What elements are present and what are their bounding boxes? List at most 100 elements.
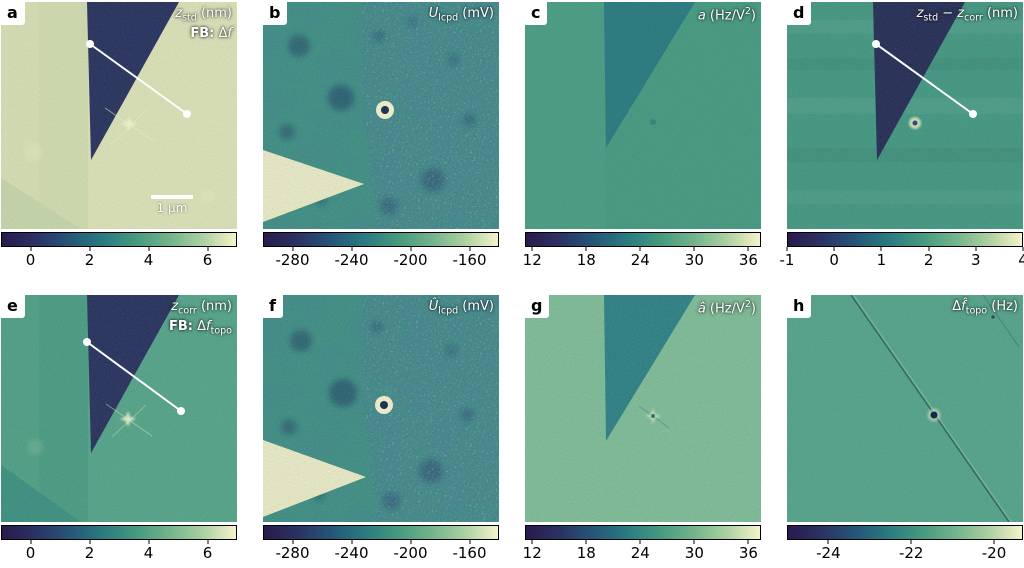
- colorbar-tick-mark: [910, 540, 912, 544]
- colorbar: [787, 232, 1023, 247]
- colorbar-tick-label: 0: [25, 251, 36, 269]
- colorbar-tick-mark: [693, 540, 695, 544]
- colorbar-tick-mark: [292, 247, 293, 251]
- colorbar-gradient: [264, 233, 498, 246]
- colorbar-tick-label: -160: [452, 544, 487, 562]
- panel-h-image: h Δf̂topo (Hz): [787, 295, 1023, 522]
- colorbar-tick-mark: [148, 540, 149, 544]
- colorbar-ticks: -24 -22 -20: [787, 540, 1023, 564]
- colorbar: [525, 232, 761, 247]
- colorbar-tick-mark: [410, 540, 411, 544]
- colorbar-gradient: [788, 233, 1022, 246]
- colorbar-gradient: [526, 233, 760, 246]
- colorbar-tick-mark: [89, 540, 90, 544]
- colorbar-tick-label: 12: [522, 251, 542, 269]
- profile-endpoint: [177, 407, 185, 415]
- panel-letter: h: [787, 295, 812, 318]
- panel-c-image: c a (Hz/V2): [525, 2, 761, 229]
- colorbar-tick-label: 4: [143, 251, 154, 269]
- colorbar-tick-label: -22: [898, 544, 924, 562]
- colorbar-tick-mark: [786, 247, 788, 251]
- colorbar-tick-label: 1: [876, 251, 887, 269]
- colorbar-tick-mark: [693, 247, 695, 251]
- colorbar-tick-label: 18: [576, 251, 596, 269]
- panel-d: d zstd − zcorr (nm) -1 0 1 2 3 4: [780, 2, 1024, 271]
- colorbar-tick-label: -200: [393, 544, 428, 562]
- colorbar-tick-mark: [469, 247, 470, 251]
- colorbar-gradient: [2, 233, 236, 246]
- colorbar-ticks: -280 -240 -200 -160: [263, 540, 499, 564]
- colorbar-tick-mark: [975, 247, 977, 251]
- colorbar: [1, 232, 237, 247]
- difference-image: [787, 2, 1023, 229]
- colorbar-tick-label: -20: [981, 544, 1007, 562]
- colorbar-tick-mark: [30, 247, 31, 251]
- colorbar-tick-label: 0: [829, 251, 839, 269]
- curvature-image: [525, 2, 761, 229]
- colorbar-tick-mark: [148, 247, 149, 251]
- colorbar: [787, 525, 1023, 540]
- panel-letter: a: [1, 2, 25, 25]
- colorbar-ticks: 12 18 24 30 36: [522, 540, 761, 564]
- colorbar: [1, 525, 237, 540]
- panel-b-image: b Ulcpd (mV): [263, 2, 499, 229]
- colorbar-tick-mark: [993, 540, 995, 544]
- panel-title-line2: FB: Δftopo: [169, 319, 232, 337]
- colorbar-tick-label: -280: [275, 251, 310, 269]
- profile-endpoint: [872, 40, 880, 48]
- colorbar-tick-mark: [351, 540, 352, 544]
- colorbar-tick-label: -24: [816, 544, 841, 562]
- colorbar-tick-mark: [351, 247, 352, 251]
- panel-a-image: a zstd (nm) FB: Δf 1 μm: [1, 2, 237, 229]
- panel-letter: b: [263, 2, 288, 25]
- colorbar-gradient: [2, 526, 236, 539]
- colorbar-ticks: -1 0 1 2 3 4: [780, 247, 1024, 271]
- panel-g-image: g â (Hz/V2): [525, 295, 761, 522]
- colorbar-tick-mark: [469, 540, 470, 544]
- panel-d-image: d zstd − zcorr (nm): [787, 2, 1023, 229]
- colorbar-tick-mark: [747, 540, 749, 544]
- colorbar-tick-label: 4: [1018, 251, 1024, 269]
- frequency-shift-image: [787, 295, 1023, 522]
- profile-line: [875, 43, 974, 115]
- colorbar-tick-mark: [207, 540, 208, 544]
- panel-e: e zcorr (nm) FB: Δftopo 0 2 4 6: [1, 295, 237, 564]
- panel-g: g â (Hz/V2) 12 18 24 30 36: [522, 295, 761, 564]
- colorbar-tick-label: 18: [576, 544, 596, 562]
- panel-letter: c: [525, 2, 548, 25]
- colorbar-tick-label: 36: [738, 251, 758, 269]
- colorbar-tick-mark: [639, 247, 641, 251]
- colorbar-gradient: [788, 526, 1022, 539]
- colorbar-tick-label: 2: [923, 251, 934, 269]
- colorbar-tick-mark: [747, 247, 749, 251]
- panel-letter: g: [525, 295, 550, 318]
- colorbar: [263, 232, 499, 247]
- colorbar-tick-label: -280: [275, 544, 310, 562]
- panel-title: Ulcpd (mV): [428, 6, 494, 24]
- colorbar-tick-label: -200: [393, 251, 428, 269]
- panel-letter: f: [263, 295, 283, 318]
- colorbar-tick-mark: [89, 247, 90, 251]
- defect-dot: [930, 411, 938, 419]
- colorbar-tick-label: -240: [334, 251, 369, 269]
- colorbar-tick-label: -1: [779, 251, 795, 269]
- colorbar-tick-label: 24: [630, 251, 650, 269]
- colorbar-tick-mark: [207, 247, 208, 251]
- colorbar-gradient: [264, 526, 498, 539]
- colorbar-tick-mark: [1022, 247, 1024, 251]
- colorbar-tick-label: 0: [25, 544, 36, 562]
- colorbar-tick-label: 4: [143, 544, 154, 562]
- colorbar-ticks: 0 2 4 6: [1, 540, 237, 564]
- colorbar-tick-label: 36: [738, 544, 758, 562]
- colorbar-tick-mark: [639, 540, 641, 544]
- panel-a: a zstd (nm) FB: Δf 1 μm 0 2 4 6: [1, 2, 237, 271]
- colorbar-tick-mark: [827, 540, 829, 544]
- panel-title: â (Hz/V2): [697, 299, 756, 317]
- colorbar-ticks: 12 18 24 30 36: [522, 247, 761, 271]
- colorbar-tick-label: 12: [522, 544, 542, 562]
- colorbar-ticks: -280 -240 -200 -160: [263, 247, 499, 271]
- colorbar-tick-mark: [880, 247, 882, 251]
- colorbar-tick-label: 2: [84, 544, 95, 562]
- panel-title-line1: zcorr (nm): [171, 299, 232, 317]
